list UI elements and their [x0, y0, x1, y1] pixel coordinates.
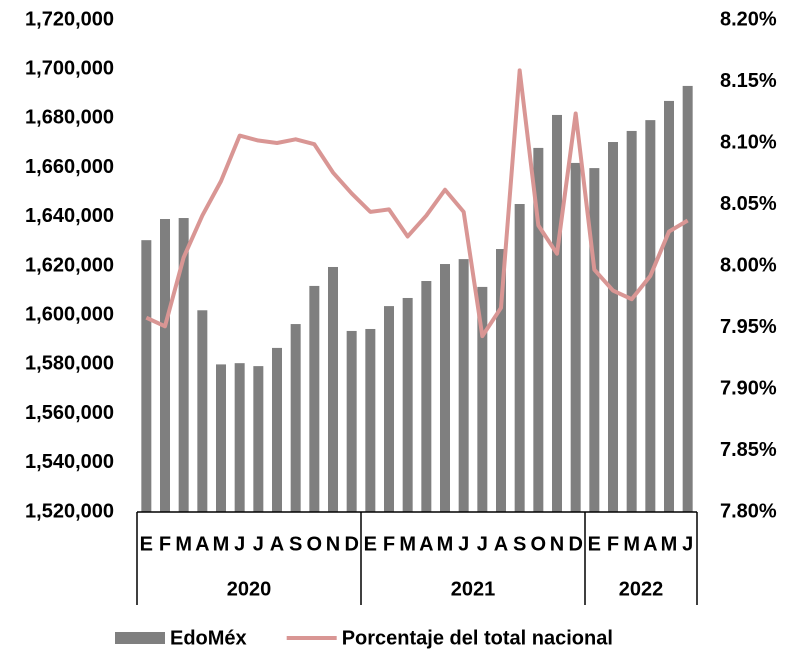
x-tick-label: E [588, 533, 601, 555]
y2-tick-label: 7.90% [720, 377, 777, 399]
y2-tick-label: 8.00% [720, 254, 777, 276]
x-tick-label: J [682, 533, 693, 555]
line [145, 68, 689, 339]
x-tick-label: D [568, 533, 582, 555]
x-tick-label: E [140, 533, 153, 555]
y2-tick-label: 7.85% [720, 439, 777, 461]
bar [421, 281, 432, 512]
bar [589, 168, 600, 513]
x-tick-label: J [458, 533, 469, 555]
x-tick-label: M [399, 533, 416, 555]
x-tick-label: A [270, 533, 284, 555]
bar [253, 366, 264, 512]
bar [664, 100, 674, 513]
y2-tick-label: 8.05% [720, 193, 777, 215]
y-tick-label: 1,640,000 [25, 205, 114, 227]
x-tick-label: S [289, 533, 302, 555]
x-tick-label: M [623, 533, 640, 555]
x-tick-label: O [307, 533, 323, 555]
group-label: 2022 [619, 578, 664, 600]
x-tick-label: F [159, 533, 171, 555]
y2-tick-label: 8.10% [720, 131, 777, 153]
y-tick-label: 1,520,000 [25, 500, 114, 522]
bar [365, 328, 376, 512]
y-tick-label: 1,600,000 [25, 303, 114, 325]
x-tick-label: A [195, 533, 209, 555]
x-tick-label: M [661, 533, 678, 555]
x-tick-label: N [550, 533, 564, 555]
bar [309, 285, 320, 512]
x-tick-label: M [437, 533, 454, 555]
bar [682, 85, 693, 512]
x-tick-label: M [213, 533, 230, 555]
legend-swatch [115, 632, 165, 644]
x-tick-label: J [477, 533, 488, 555]
y-tick-label: 1,660,000 [25, 156, 114, 178]
bar [440, 264, 450, 512]
y2-tick-label: 8.20% [720, 8, 777, 30]
bar [346, 330, 357, 512]
bar [328, 266, 338, 512]
x-tick-label: F [383, 533, 395, 555]
bar [160, 219, 170, 512]
x-tick-label: S [513, 533, 526, 555]
bar [384, 306, 394, 512]
bar [645, 120, 656, 512]
x-tick-label: J [253, 533, 264, 555]
bar [608, 142, 618, 513]
x-tick-label: M [175, 533, 192, 555]
x-tick-label: O [531, 533, 547, 555]
y2-tick-label: 7.80% [720, 500, 777, 522]
bar [533, 147, 544, 513]
y-tick-label: 1,680,000 [25, 107, 114, 129]
bar [178, 218, 189, 512]
bar [216, 364, 226, 512]
bar [272, 347, 282, 512]
x-tick-label: A [643, 533, 657, 555]
y-tick-label: 1,700,000 [25, 57, 114, 79]
bar [402, 297, 413, 512]
bar [552, 114, 562, 513]
bar [234, 363, 245, 512]
x-tick-label: F [607, 533, 619, 555]
bar [477, 286, 488, 512]
bar [626, 130, 637, 513]
x-tick-label: E [364, 533, 377, 555]
y2-tick-label: 7.95% [720, 316, 777, 338]
y-tick-label: 1,560,000 [25, 402, 114, 424]
legend-label: EdoMéx [170, 627, 247, 649]
bar [570, 162, 581, 512]
x-tick-label: J [234, 533, 245, 555]
y-tick-label: 1,540,000 [25, 451, 114, 473]
x-tick-label: D [344, 533, 358, 555]
bar [141, 240, 152, 513]
legend-label: Porcentaje del total nacional [342, 627, 613, 649]
y-tick-label: 1,720,000 [25, 8, 114, 30]
bar [514, 204, 525, 512]
x-tick-label: N [326, 533, 340, 555]
bar [496, 249, 506, 512]
x-tick-label: A [419, 533, 433, 555]
group-label: 2021 [451, 578, 496, 600]
y-tick-label: 1,580,000 [25, 353, 114, 375]
bar [197, 310, 208, 512]
group-label: 2020 [227, 578, 272, 600]
x-tick-label: A [494, 533, 508, 555]
y-tick-label: 1,620,000 [25, 254, 114, 276]
bar [290, 324, 301, 512]
y2-tick-label: 8.15% [720, 70, 777, 92]
bar [458, 259, 469, 512]
